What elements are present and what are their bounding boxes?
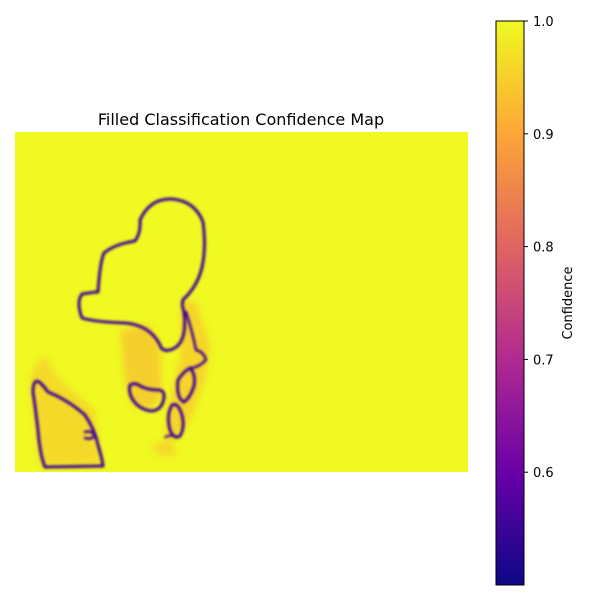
colorbar-tick-label: 0.9 (533, 128, 554, 143)
heatmap-area (15, 132, 468, 472)
colorbar-tick-label: 0.6 (533, 466, 554, 481)
boundary-lower-patch-b (176, 366, 196, 404)
colorbar-tick-label: 1.0 (533, 15, 554, 30)
chart-title: Filled Classification Confidence Map (98, 110, 384, 129)
colorbar: 1.0 0.9 0.8 0.7 0.6 Confidence (495, 15, 576, 586)
boundary-right-strip (184, 310, 208, 370)
colorbar-gradient (495, 20, 525, 586)
boundary-lower-left-shape (31, 379, 105, 469)
boundary-middle-patch (127, 382, 166, 413)
halo-lower-left (30, 356, 100, 465)
halo-bottom (150, 440, 178, 456)
boundary-lower-patch-a (166, 403, 185, 439)
boundary-bottom-fragment (164, 434, 179, 438)
colorbar-ticks: 1.0 0.9 0.8 0.7 0.6 (524, 15, 554, 481)
colorbar-label: Confidence (561, 266, 576, 339)
colorbar-tick-label: 0.7 (533, 353, 554, 368)
region-boundaries (31, 197, 208, 469)
colorbar-tick-label: 0.8 (533, 241, 554, 256)
boundary-upper-shape (77, 197, 206, 352)
boundary-lower-left-notch (83, 430, 97, 440)
